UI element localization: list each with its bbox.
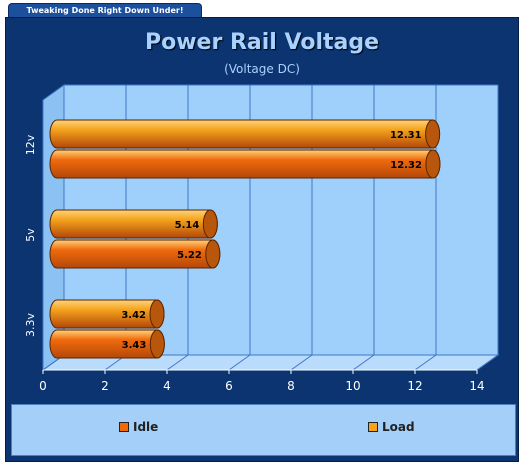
x-tick-label: 0 xyxy=(39,379,47,393)
chart-title: Power Rail Voltage xyxy=(144,30,380,55)
grid-floor-line xyxy=(476,354,499,371)
chart-subtitle: (Voltage DC) xyxy=(224,62,300,76)
x-tick-label: 8 xyxy=(287,379,295,393)
y-category-label: 3.3v xyxy=(24,313,37,337)
bar-load xyxy=(49,299,165,329)
legend-swatch-idle xyxy=(119,422,129,432)
grid-floor-line xyxy=(290,354,313,371)
bar-cap-idle xyxy=(149,329,165,359)
x-tick-label: 14 xyxy=(469,379,484,393)
legend-label-idle: Idle xyxy=(133,420,159,434)
data-label-load: 3.42 xyxy=(121,310,146,321)
grid-floor-line xyxy=(228,354,251,371)
bar-cap-load xyxy=(425,119,441,149)
x-tick-label: 10 xyxy=(345,379,360,393)
legend-item-idle: Idle xyxy=(119,419,158,435)
data-label-load: 5.14 xyxy=(175,220,200,231)
bar-idle xyxy=(49,149,441,179)
grid-floor-line xyxy=(166,354,189,371)
legend-swatch-load xyxy=(368,422,378,432)
y-category-label: 12v xyxy=(24,134,37,155)
site-banner-tab: Tweaking Done Right Down Under! xyxy=(8,3,202,18)
bar-cap-load xyxy=(202,209,218,239)
bar-idle xyxy=(49,329,165,359)
bar-cap-idle xyxy=(425,149,441,179)
x-tick-label: 6 xyxy=(225,379,233,393)
x-tick-label: 4 xyxy=(163,379,171,393)
legend-item-load: Load xyxy=(368,419,415,435)
x-tick-label: 12 xyxy=(407,379,422,393)
grid-floor-line xyxy=(414,354,437,371)
bar-cap-idle xyxy=(205,239,221,269)
y-category-label: 5v xyxy=(24,228,37,242)
data-label-idle: 5.22 xyxy=(177,250,202,261)
data-label-idle: 3.43 xyxy=(122,340,147,351)
data-label-load: 12.31 xyxy=(390,130,422,141)
x-tick-label: 2 xyxy=(101,379,109,393)
legend-label-load: Load xyxy=(382,420,415,434)
grid-floor-line xyxy=(352,354,375,371)
chart-legend: Idle Load xyxy=(11,404,516,456)
bar-cap-load xyxy=(149,299,165,329)
bar-load xyxy=(49,119,441,149)
data-label-idle: 12.32 xyxy=(390,160,422,171)
